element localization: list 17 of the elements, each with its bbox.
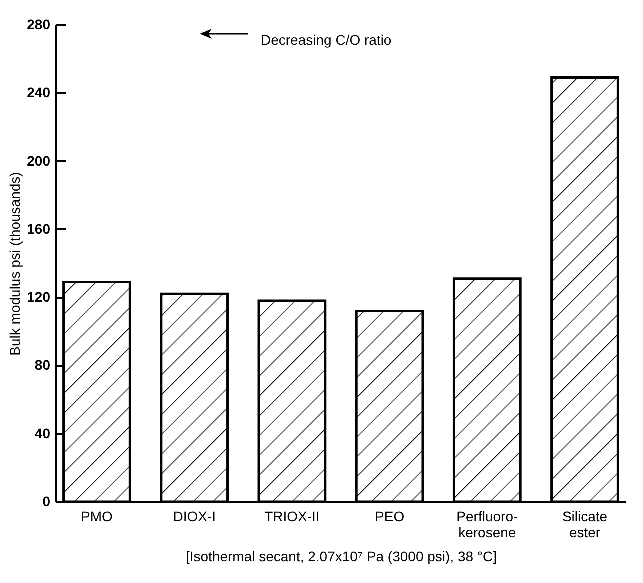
annotation: Decreasing C/O ratio [261, 32, 392, 48]
x-tick-label: DIOX-I [173, 508, 216, 524]
y-tick-label: 40 [34, 425, 51, 442]
x-tick-label: PEO [375, 508, 405, 524]
y-axis-title: Bulk modulus psi (thousands) [7, 172, 24, 356]
y-tick-label: 160 [27, 220, 51, 237]
x-tick-label: PMO [81, 508, 114, 524]
y-tick-label: 0 [42, 494, 51, 510]
x-tick-label: Silicate ester [562, 508, 608, 540]
x-tick-label: TRIOX-II [264, 508, 320, 524]
y-tick-label: 240 [27, 84, 51, 101]
y-tick-label: 200 [27, 152, 51, 169]
y-tick-label: 80 [34, 357, 51, 374]
y-tick-label: 280 [27, 16, 51, 32]
y-tick-label: 120 [27, 289, 51, 306]
x-axis-title: [Isothermal secant, 2.07x10⁷ Pa (3000 psi), 38 °C] [186, 548, 498, 564]
x-tick-label: Perfluoro-kerosene [456, 508, 518, 540]
